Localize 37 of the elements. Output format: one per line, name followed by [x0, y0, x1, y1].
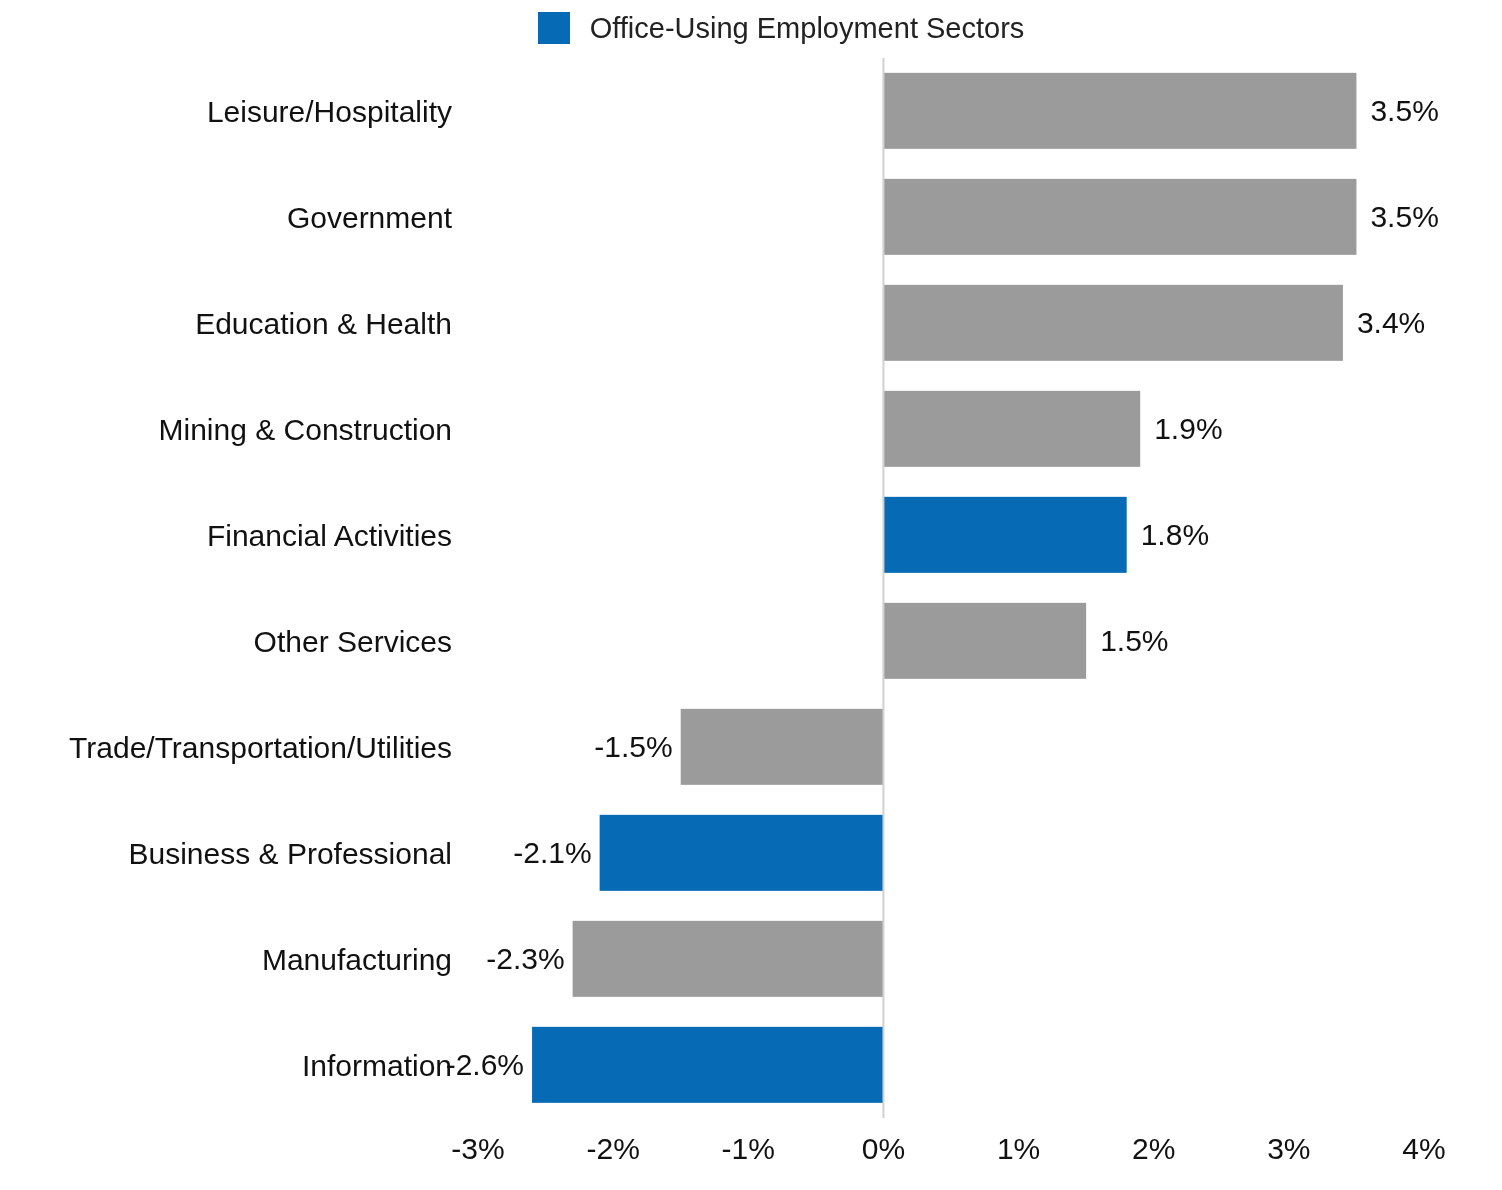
- data-label: 3.4%: [1356, 305, 1426, 339]
- x-tick-label: -3%: [451, 1132, 505, 1166]
- bar: [883, 284, 1343, 361]
- x-tick-label: 1%: [996, 1132, 1041, 1166]
- y-tick-label: Trade/Transportation/Utilities: [69, 730, 452, 764]
- y-tick-label: Manufacturing: [261, 942, 452, 976]
- x-tick-label: 3%: [1267, 1132, 1311, 1166]
- x-tick-label: -2%: [586, 1132, 640, 1166]
- data-label: 3.5%: [1370, 199, 1439, 233]
- bar: [883, 496, 1127, 573]
- y-tick-label: Government: [286, 200, 453, 234]
- bar: [883, 178, 1357, 255]
- x-tick-label: -1%: [721, 1132, 775, 1166]
- y-tick-label: Other Services: [253, 624, 452, 658]
- x-tick-label: 2%: [1132, 1132, 1176, 1166]
- data-label: -2.1%: [513, 835, 592, 869]
- data-label: 1.9%: [1154, 411, 1223, 445]
- y-tick-label: Business & Professional: [128, 836, 452, 870]
- bar: [680, 708, 884, 785]
- bar: [883, 72, 1357, 149]
- legend-label: Office-Using Employment Sectors: [589, 11, 1025, 45]
- bar: [883, 390, 1141, 467]
- y-tick-label: Financial Activities: [206, 518, 452, 552]
- data-label: -1.5%: [594, 729, 673, 763]
- bar: [572, 920, 884, 997]
- bar: [883, 602, 1087, 679]
- data-label: 3.5%: [1370, 93, 1439, 127]
- bar: [599, 814, 884, 891]
- data-label: 1.5%: [1100, 623, 1169, 657]
- data-label: 1.8%: [1140, 517, 1210, 551]
- y-tick-label: Leisure/Hospitality: [206, 94, 452, 128]
- y-tick-label: Education & Health: [195, 306, 452, 340]
- x-tick-label: 4%: [1402, 1132, 1446, 1166]
- bar: [532, 1026, 884, 1103]
- x-tick-label: 0%: [861, 1132, 906, 1166]
- y-tick-label: Mining & Construction: [158, 412, 452, 446]
- data-label: -2.3%: [486, 941, 565, 975]
